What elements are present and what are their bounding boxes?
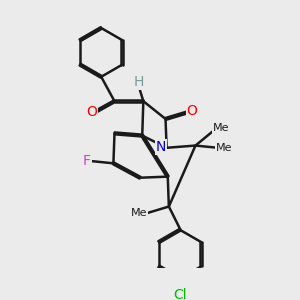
Text: Cl: Cl [173,288,187,300]
Text: O: O [187,104,198,118]
Text: Me: Me [216,143,232,153]
Text: O: O [86,105,97,119]
Text: Me: Me [131,208,147,218]
Text: Me: Me [213,123,229,133]
Text: F: F [83,154,91,168]
Text: H: H [134,75,144,89]
Text: N: N [156,140,166,154]
